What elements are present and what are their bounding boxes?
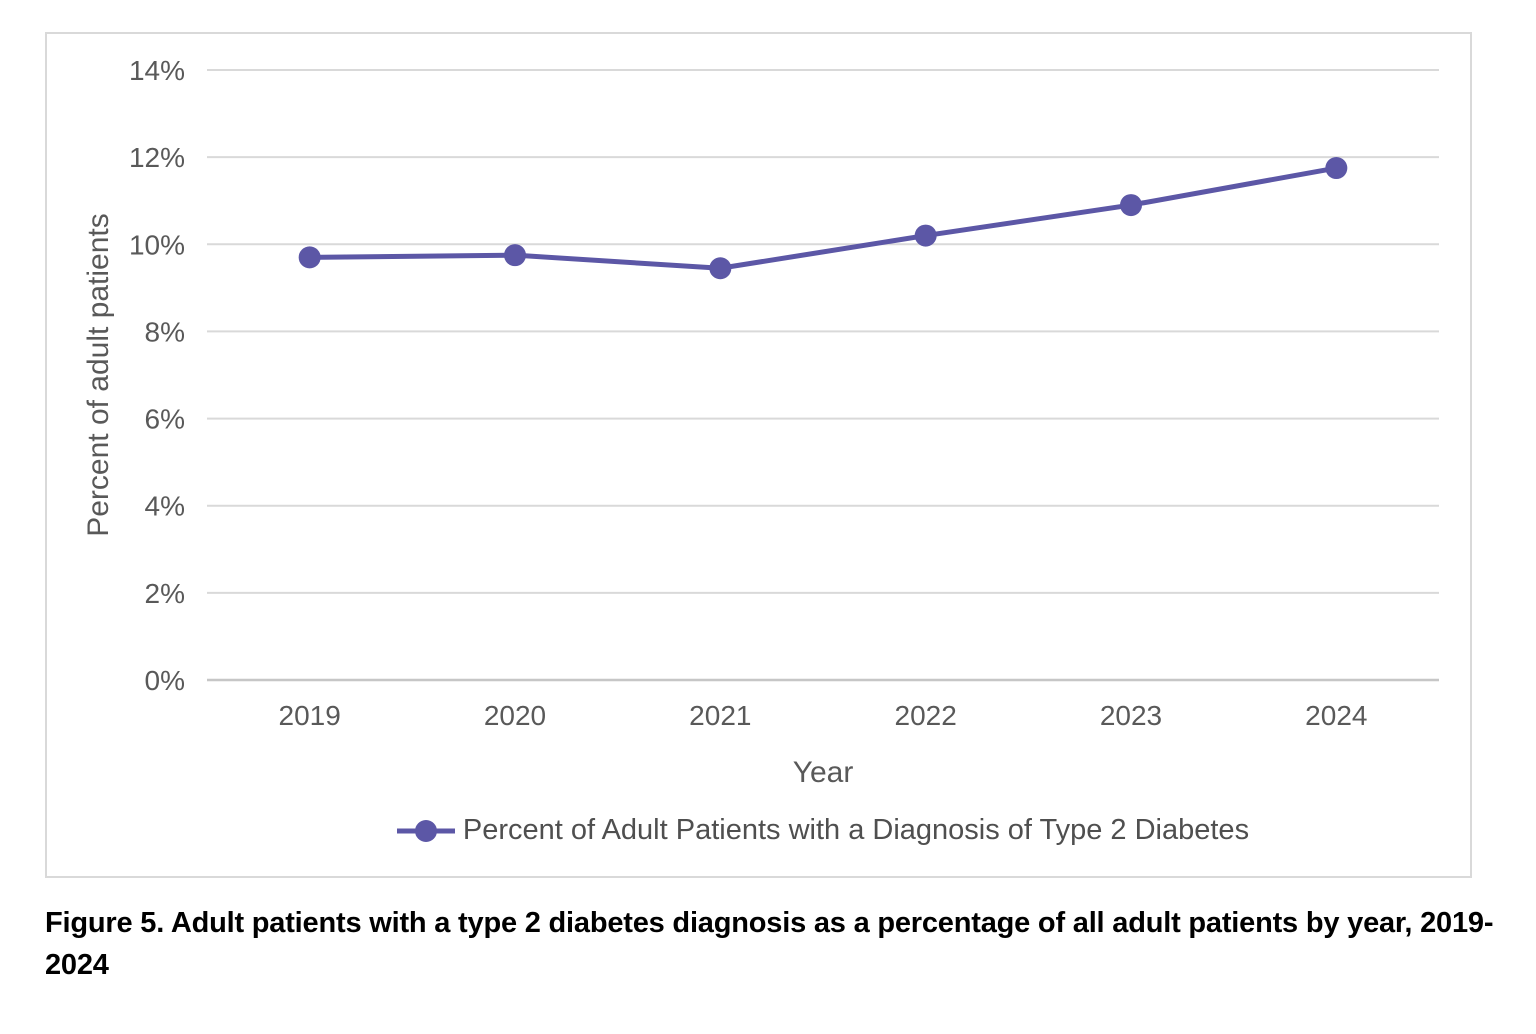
line-chart: 0% 2% 4% 6% 8% 10% 12% 14% 2019 2020 2021 2022 2023 2… [45, 32, 1472, 878]
svg-text:8%: 8% [145, 316, 185, 347]
svg-text:2019: 2019 [279, 700, 341, 731]
svg-text:2%: 2% [145, 578, 185, 609]
x-axis-title: Year [792, 756, 854, 789]
legend: Percent of Adult Patients with a Diagnos… [207, 814, 1439, 847]
svg-text:0%: 0% [145, 665, 185, 696]
svg-text:4%: 4% [145, 491, 185, 522]
legend-line-marker-icon [396, 818, 455, 844]
svg-text:2022: 2022 [895, 700, 957, 731]
svg-text:2021: 2021 [689, 700, 751, 731]
plot-area: 0% 2% 4% 6% 8% 10% 12% 14% 2019 2020 2021 2022 2023 2… [129, 55, 1439, 731]
y-axis-title: Percent of adult patients [82, 213, 115, 537]
svg-text:6%: 6% [145, 404, 185, 435]
svg-text:14%: 14% [129, 55, 185, 86]
svg-text:12%: 12% [129, 142, 185, 173]
svg-text:2023: 2023 [1100, 700, 1162, 731]
legend-label: Percent of Adult Patients with a Diagnos… [462, 814, 1250, 846]
svg-text:2020: 2020 [484, 700, 546, 731]
svg-text:10%: 10% [129, 229, 185, 260]
svg-text:2024: 2024 [1305, 700, 1367, 731]
figure-caption: Figure 5. Adult patients with a type 2 d… [45, 907, 1494, 982]
